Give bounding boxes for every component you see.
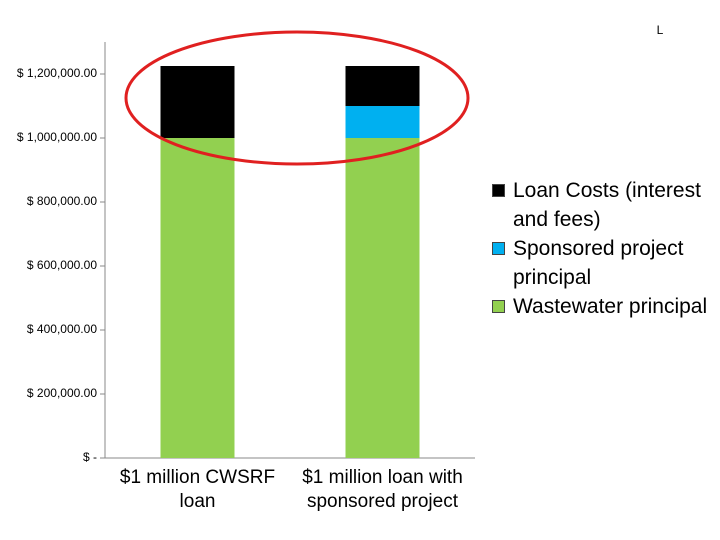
legend-entry: Wastewater principal	[492, 292, 717, 321]
y-tick-label: $ -	[83, 450, 97, 464]
bar-segment	[160, 66, 235, 138]
bar-segment	[345, 106, 420, 138]
bar-segment	[345, 138, 420, 458]
annotation: L	[657, 23, 664, 37]
legend: Loan Costs (interest and fees) Sponsored …	[492, 176, 717, 321]
y-tick-label: $ 200,000.00	[27, 386, 97, 400]
legend-label: Sponsored project principal	[513, 237, 684, 289]
y-tick-label: $ 800,000.00	[27, 194, 97, 208]
bars	[160, 66, 420, 458]
legend-swatch	[492, 242, 505, 255]
bar-segment	[345, 66, 420, 106]
legend-swatch	[492, 300, 505, 313]
y-tick-label: $ 400,000.00	[27, 322, 97, 336]
legend-label: Wastewater principal	[513, 295, 708, 318]
legend-entry: Sponsored project principal	[492, 234, 717, 292]
bar-segment	[160, 138, 235, 458]
y-tick-label: $ 1,000,000.00	[17, 130, 97, 144]
legend-label: Loan Costs (interest and fees)	[513, 179, 701, 231]
x-tick-label: $1 million loan with sponsored project	[302, 467, 463, 512]
legend-swatch	[492, 184, 505, 197]
y-tick-label: $ 1,200,000.00	[17, 66, 97, 80]
legend-entry: Loan Costs (interest and fees)	[492, 176, 717, 234]
y-tick-label: $ 600,000.00	[27, 258, 97, 272]
x-tick-label: $1 million CWSRF loan	[119, 467, 276, 512]
highlight-ellipse	[124, 30, 470, 166]
